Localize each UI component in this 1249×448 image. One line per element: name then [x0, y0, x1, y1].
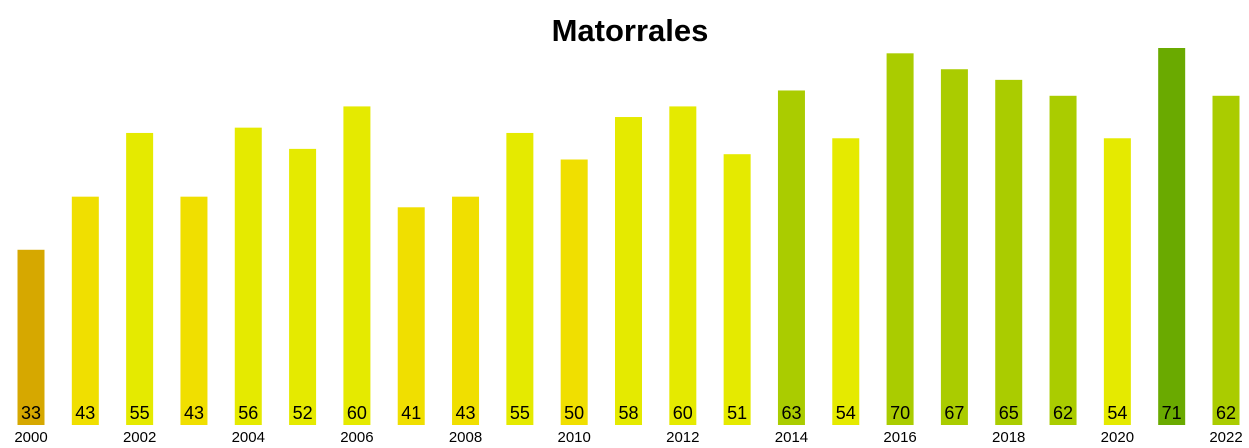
bar	[886, 53, 914, 425]
bar	[669, 106, 697, 425]
value-label: 55	[130, 403, 150, 423]
value-label: 63	[781, 403, 801, 423]
value-label: 51	[727, 403, 747, 423]
x-tick-label: 2020	[1101, 429, 1134, 446]
bar	[723, 154, 751, 425]
bar	[17, 249, 45, 425]
value-label: 60	[347, 403, 367, 423]
value-label: 33	[21, 403, 41, 423]
x-tick-label: 2008	[449, 429, 482, 446]
x-tick-label: 2010	[557, 429, 590, 446]
bar	[995, 79, 1023, 425]
value-label: 43	[456, 403, 476, 423]
x-tick-label: 2000	[14, 429, 47, 446]
x-tick-label: 2012	[666, 429, 699, 446]
bar	[126, 132, 154, 425]
value-label: 62	[1053, 403, 1073, 423]
value-label: 67	[944, 403, 964, 423]
bar	[615, 117, 642, 425]
bar	[397, 207, 425, 425]
value-label: 50	[564, 403, 584, 423]
value-label: 56	[238, 403, 258, 423]
bar	[343, 106, 371, 425]
value-label: 52	[293, 403, 313, 423]
value-label: 54	[836, 403, 856, 423]
bar	[940, 69, 968, 425]
bar	[1049, 95, 1077, 426]
x-tick-label: 2002	[123, 429, 156, 446]
value-label: 43	[75, 403, 95, 423]
bar	[1158, 48, 1186, 425]
bar	[1103, 138, 1131, 425]
value-label: 41	[401, 403, 421, 423]
value-label: 62	[1216, 403, 1236, 423]
value-label: 60	[673, 403, 693, 423]
value-label: 70	[890, 403, 910, 423]
value-label: 65	[999, 403, 1019, 423]
value-label: 58	[618, 403, 638, 423]
bar	[777, 90, 805, 425]
x-tick-label: 2022	[1209, 429, 1242, 446]
bar	[560, 159, 588, 425]
x-tick-label: 2014	[775, 429, 808, 446]
chart-title: Matorrales	[552, 13, 709, 48]
x-tick-label: 2006	[340, 429, 373, 446]
value-label: 71	[1162, 403, 1182, 423]
value-label: 55	[510, 403, 530, 423]
bar	[234, 127, 262, 425]
x-tick-label: 2004	[232, 429, 265, 446]
bar	[452, 196, 480, 425]
value-label: 43	[184, 403, 204, 423]
value-label: 54	[1107, 403, 1127, 423]
bar	[289, 148, 317, 425]
bar	[506, 132, 534, 425]
bar	[832, 138, 860, 425]
x-tick-label: 2016	[883, 429, 916, 446]
bar	[1212, 95, 1240, 426]
bar	[71, 196, 99, 425]
bar	[180, 196, 208, 425]
x-tick-label: 2018	[992, 429, 1025, 446]
